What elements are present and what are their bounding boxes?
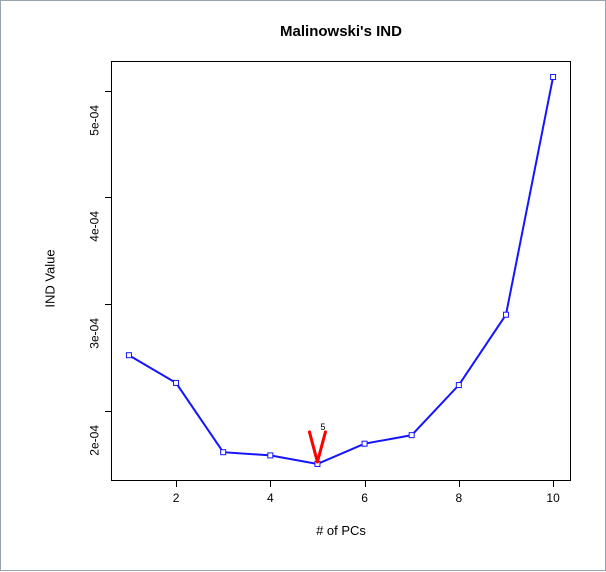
- data-marker: [503, 312, 508, 317]
- annotation-label: 5: [320, 422, 325, 432]
- x-tick-label: 10: [546, 491, 559, 505]
- x-tick-label: 8: [455, 491, 462, 505]
- annotation-arrow: [309, 432, 317, 462]
- data-marker: [456, 383, 461, 388]
- x-tick: [270, 481, 271, 487]
- x-tick: [553, 481, 554, 487]
- data-marker: [409, 433, 414, 438]
- data-marker: [126, 353, 131, 358]
- x-tick: [365, 481, 366, 487]
- y-tick-label: 4e-04: [88, 211, 102, 242]
- plot-svg: 5: [1, 1, 606, 572]
- y-tick: [105, 197, 111, 198]
- data-marker: [551, 74, 556, 79]
- y-tick: [105, 304, 111, 305]
- x-tick: [459, 481, 460, 487]
- data-marker: [221, 450, 226, 455]
- x-tick-label: 4: [267, 491, 274, 505]
- x-tick-label: 2: [173, 491, 180, 505]
- chart-container: Malinowski's IND # of PCs IND Value 5 24…: [0, 0, 606, 571]
- data-marker: [174, 380, 179, 385]
- data-marker: [362, 441, 367, 446]
- y-tick-label: 2e-04: [88, 425, 102, 456]
- x-tick-label: 6: [361, 491, 368, 505]
- annotation-arrow: [317, 432, 325, 462]
- y-tick: [105, 91, 111, 92]
- y-tick: [105, 411, 111, 412]
- x-tick: [176, 481, 177, 487]
- data-marker: [268, 453, 273, 458]
- line-series: [129, 77, 553, 464]
- y-tick-label: 5e-04: [88, 105, 102, 136]
- y-tick-label: 3e-04: [88, 318, 102, 349]
